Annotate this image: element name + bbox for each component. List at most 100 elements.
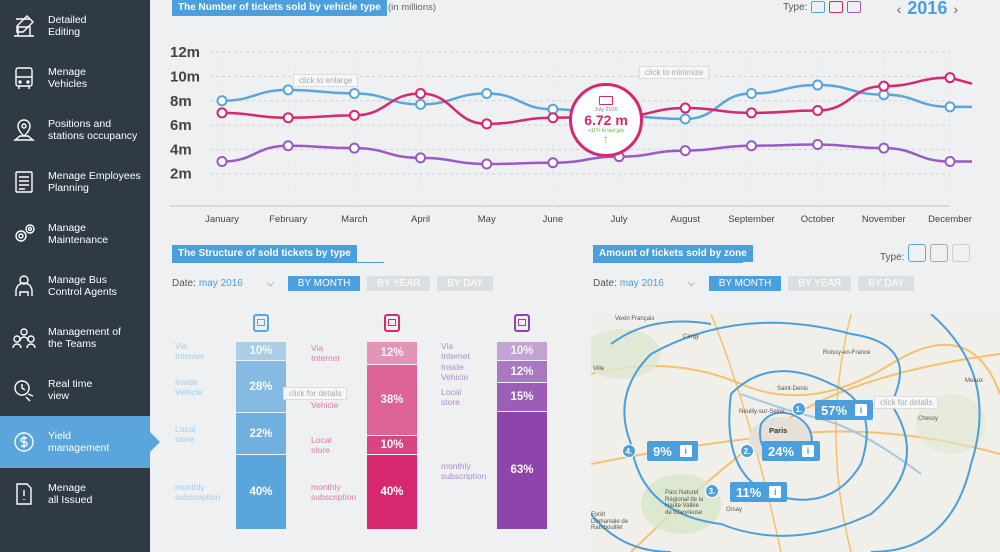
stack-segment[interactable]: 38%: [367, 364, 417, 435]
series-0-point: [216, 95, 228, 107]
map-label: Parc Naturel Régional de la Haute Vallée…: [665, 490, 704, 516]
info-icon[interactable]: i: [802, 445, 815, 457]
tram-type-icon[interactable]: [829, 1, 844, 13]
metro-type-icon[interactable]: [952, 243, 971, 262]
tab-by-month[interactable]: BY MONTH: [708, 276, 782, 291]
type-label: Type:: [880, 252, 905, 263]
sidebar-item-employees-planning[interactable]: Menage Employees Planning: [0, 156, 150, 208]
y-tick-label: 2m: [170, 166, 192, 183]
tram-type-icon[interactable]: [930, 243, 949, 262]
details-hint[interactable]: click for details: [283, 387, 348, 400]
tab-by-month[interactable]: BY MONTH: [287, 276, 361, 291]
gears-icon: [0, 221, 48, 247]
map-label: Chessy: [918, 416, 939, 422]
prev-year-button[interactable]: ‹: [896, 0, 902, 17]
series-2-point: [216, 156, 228, 168]
stack-segment[interactable]: 10%: [497, 342, 547, 360]
details-hint[interactable]: click for details: [874, 396, 939, 409]
stack-segment[interactable]: 12%: [367, 342, 417, 364]
tab-by-day[interactable]: BY DAY: [437, 276, 494, 291]
sidebar-item-positions[interactable]: Positions and stations occupancy: [0, 104, 150, 156]
zone-share: 24%: [768, 443, 795, 459]
zone-tag-1[interactable]: 57% i: [815, 400, 874, 420]
sidebar-item-bus-control-agents[interactable]: Manage Bus Control Agents: [0, 260, 150, 312]
sidebar-item-label: Manage Maintenance: [48, 222, 109, 246]
sidebar-item-teams[interactable]: Management of the Teams: [0, 312, 150, 364]
series-2-point: [481, 158, 493, 170]
metro-type-icon[interactable]: [847, 1, 862, 13]
stack-segment[interactable]: 10%: [367, 436, 417, 454]
stack-segment[interactable]: 10%: [236, 342, 286, 360]
date-select[interactable]: may 2016: [198, 278, 243, 289]
date-label: Date:: [172, 278, 196, 289]
sidebar-item-real-time-view[interactable]: Real time view: [0, 364, 150, 416]
zone-tag-4[interactable]: 9% i: [647, 441, 698, 461]
row-label: Inside Vehicle: [441, 362, 469, 383]
series-1-point: [878, 80, 890, 92]
callout-delta: +11% to last july: [587, 127, 625, 134]
zone-map[interactable]: Vexin Français Cergy Roissy-en-France Sa…: [591, 314, 1000, 552]
structure-title: The Structure of sold tickets by type: [172, 245, 357, 262]
july-value-callout[interactable]: July 2016 6.72 m +11% to last july ↑: [569, 83, 643, 157]
tram-icon: [384, 314, 400, 332]
stack-segment[interactable]: 22%: [236, 413, 286, 454]
stack-segment[interactable]: 28%: [236, 360, 286, 413]
zone-tag-3[interactable]: 11% i: [730, 482, 788, 502]
next-year-button[interactable]: ›: [953, 0, 958, 17]
y-tick-label: 8m: [170, 93, 192, 110]
stack-segment[interactable]: 15%: [497, 383, 547, 411]
bus-type-icon[interactable]: [811, 1, 826, 13]
minimize-hint[interactable]: click to minimize: [639, 66, 710, 79]
callout-month: July 2016: [594, 106, 618, 113]
bus-type-icon[interactable]: [908, 243, 927, 262]
series-2-point: [745, 140, 757, 152]
zones-title: Amount of tickets sold by zone: [593, 245, 753, 262]
stack-segment[interactable]: 12%: [497, 360, 547, 383]
zones-title-underline: [593, 262, 743, 263]
vehicle-type-selector: Type:: [783, 1, 862, 13]
stack-segment[interactable]: 40%: [367, 454, 417, 529]
sidebar-item-maintenance[interactable]: Manage Maintenance: [0, 208, 150, 260]
map-label: Vexin Français: [615, 316, 655, 322]
sidebar-item-menage-vehicles[interactable]: Menage Vehicles: [0, 52, 150, 104]
sidebar-item-manage-issued[interactable]: Menage all Issued: [0, 468, 150, 520]
map-label: Meaux: [965, 378, 984, 384]
chevron-down-icon[interactable]: ⌵: [266, 278, 274, 288]
sidebar-item-detailed-editing[interactable]: Detailed Editing: [0, 0, 150, 52]
tab-by-day[interactable]: BY DAY: [858, 276, 915, 291]
enlarge-hint[interactable]: click to enlarge: [293, 74, 359, 87]
info-icon[interactable]: i: [769, 486, 782, 498]
zone-share: 9%: [653, 443, 672, 459]
chevron-down-icon[interactable]: ⌵: [687, 278, 695, 288]
zone-type-selector: Type:: [880, 242, 971, 263]
map-background: [591, 314, 1000, 552]
x-tick-label: June: [543, 214, 564, 225]
info-icon[interactable]: i: [855, 404, 868, 416]
zone-tag-2[interactable]: 24% i: [762, 441, 821, 461]
sidebar-item-label: Management of the Teams: [48, 326, 121, 350]
series-1-point: [481, 118, 493, 130]
row-label: Local store: [311, 435, 332, 456]
map-label: Paris: [769, 426, 788, 435]
sidebar-item-label: Positions and stations occupancy: [48, 118, 138, 142]
stack-segment[interactable]: 63%: [497, 411, 547, 529]
team-icon: [0, 325, 48, 351]
x-tick-label: August: [670, 214, 700, 225]
bus-icon: [0, 65, 48, 91]
series-0-point: [679, 113, 691, 125]
map-label: Cergy: [683, 334, 700, 340]
tab-by-year[interactable]: BY YEAR: [788, 276, 852, 291]
row-label: Via Internet: [311, 343, 340, 364]
tab-by-year[interactable]: BY YEAR: [367, 276, 431, 291]
sidebar-item-yield-management[interactable]: Yield management: [0, 416, 160, 468]
clock-icon: [0, 377, 48, 403]
line-chart-title: The Number of tickets sold by vehicle ty…: [172, 0, 387, 16]
stack-segment[interactable]: 40%: [236, 454, 286, 529]
series-2-point: [679, 145, 691, 157]
year-value: 2016: [907, 0, 948, 18]
main-content: The Number of tickets sold by vehicle ty…: [150, 0, 1000, 552]
info-icon[interactable]: i: [679, 445, 692, 457]
date-select[interactable]: may 2016: [619, 278, 664, 289]
sidebar-item-label: Menage all Issued: [48, 482, 93, 506]
structure-title-underline: [172, 262, 384, 263]
